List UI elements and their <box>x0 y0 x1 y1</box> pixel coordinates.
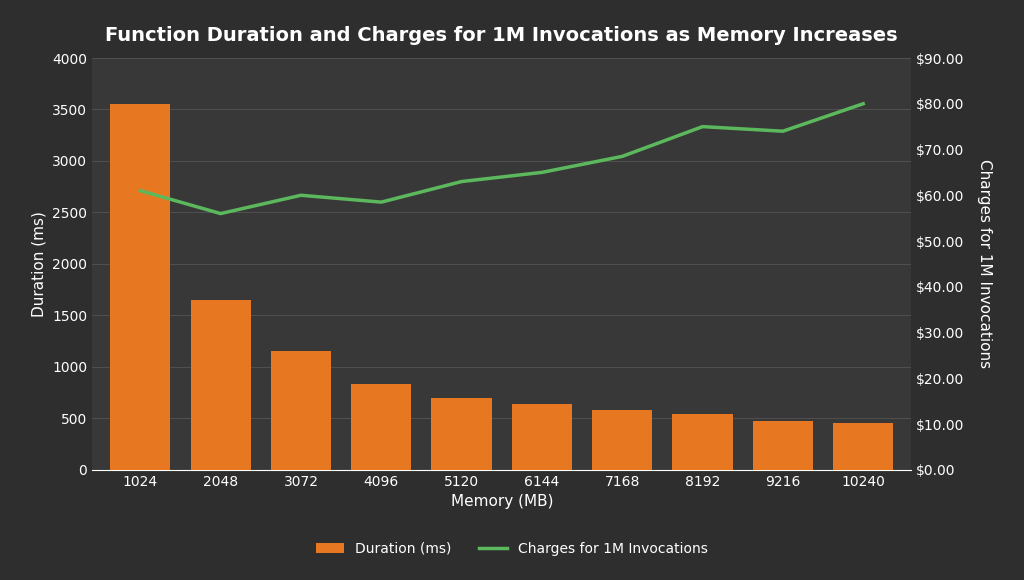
Line: Charges for 1M Invocations: Charges for 1M Invocations <box>140 104 863 213</box>
Bar <box>592 410 652 470</box>
Bar <box>351 385 412 470</box>
Charges for 1M Invocations <box>295 192 307 199</box>
Bar <box>190 300 251 470</box>
Charges for 1M Invocations <box>616 153 629 160</box>
Title: Function Duration and Charges for 1M Invocations as Memory Increases: Function Duration and Charges for 1M Inv… <box>105 26 898 45</box>
Bar <box>834 423 893 470</box>
X-axis label: Memory (MB): Memory (MB) <box>451 494 553 509</box>
Charges for 1M Invocations <box>134 187 146 194</box>
Charges for 1M Invocations <box>214 210 226 217</box>
Charges for 1M Invocations <box>696 123 709 130</box>
Y-axis label: Duration (ms): Duration (ms) <box>32 211 47 317</box>
Bar <box>753 422 813 470</box>
Bar <box>673 414 732 470</box>
Bar <box>111 104 170 470</box>
Charges for 1M Invocations <box>375 198 387 206</box>
Charges for 1M Invocations <box>777 128 790 135</box>
Legend: Duration (ms), Charges for 1M Invocations: Duration (ms), Charges for 1M Invocation… <box>310 536 714 561</box>
Bar <box>271 351 331 470</box>
Y-axis label: Charges for 1M Invocations: Charges for 1M Invocations <box>977 160 992 368</box>
Bar <box>512 404 572 470</box>
Charges for 1M Invocations <box>857 100 869 107</box>
Charges for 1M Invocations <box>536 169 548 176</box>
Charges for 1M Invocations <box>456 178 468 185</box>
Bar <box>431 398 492 470</box>
